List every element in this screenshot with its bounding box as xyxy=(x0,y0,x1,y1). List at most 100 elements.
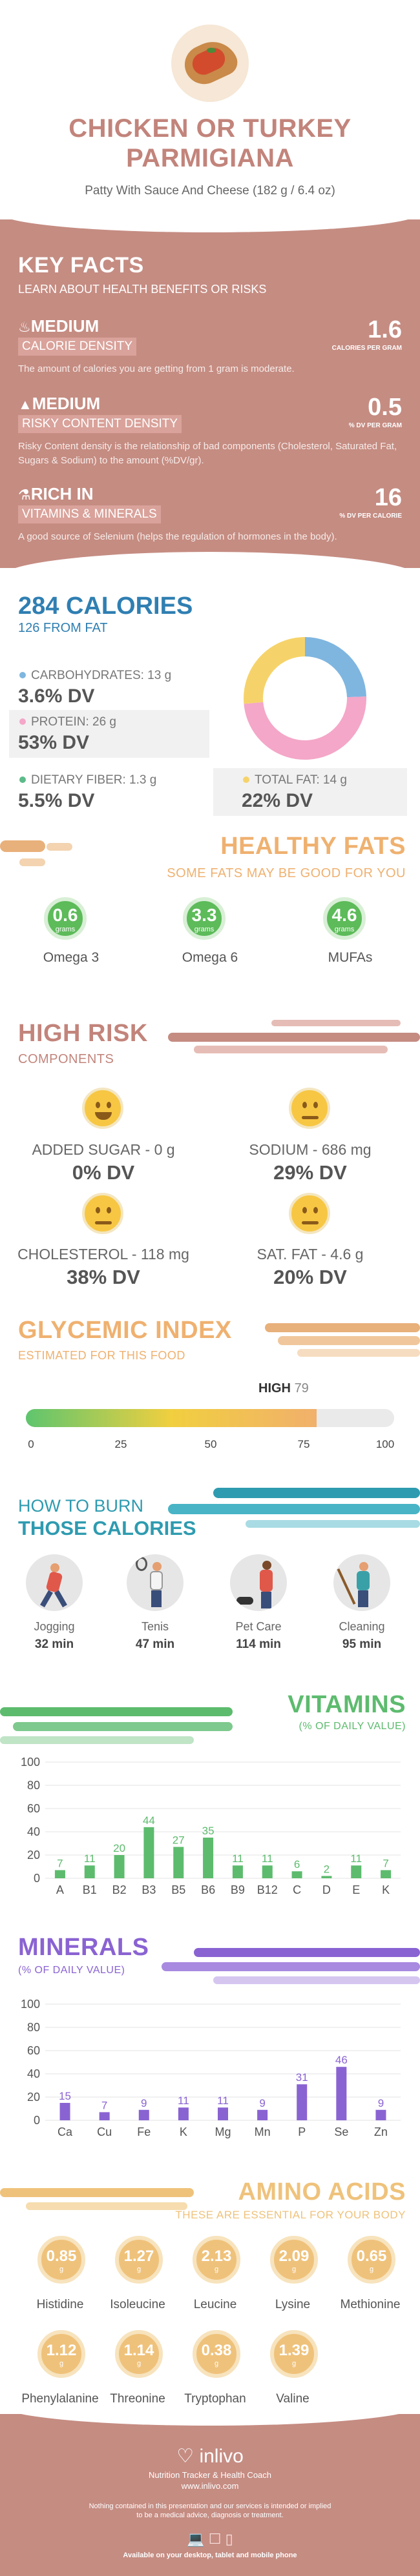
bar xyxy=(297,2084,308,2120)
smiley-icon xyxy=(82,1088,123,1129)
bar xyxy=(59,2103,70,2120)
x-tick-label: B9 xyxy=(231,1883,245,1896)
footer-available: Available on your desktop, tablet and mo… xyxy=(123,2551,297,2559)
flask-icon: ⚗ xyxy=(18,487,31,503)
fact-calorie-density: ♨MEDIUM CALORIE DENSITY 1.6 CALORIES PER… xyxy=(18,316,402,374)
footer-disclaimer: Nothing contained in this presentation a… xyxy=(89,2502,331,2510)
y-tick-label: 0 xyxy=(34,2114,40,2127)
bar xyxy=(84,1865,95,1878)
bar-value-label: 9 xyxy=(259,2097,265,2109)
footer-tagline: Nutrition Tracker & Health Coach xyxy=(148,2470,272,2480)
nutrient-fiber: DIETARY FIBER: 1.3 g 5.5% DV xyxy=(18,773,157,811)
bar xyxy=(381,1870,392,1878)
bar-value-label: 11 xyxy=(232,1852,244,1865)
amino-bubble: 0.38 g xyxy=(193,2330,240,2378)
y-tick-label: 100 xyxy=(21,1998,40,2011)
x-tick-label: B1 xyxy=(83,1883,97,1896)
activity-cleaning: Cleaning 95 min xyxy=(323,1554,401,1652)
bar-value-label: 11 xyxy=(217,2094,229,2107)
x-tick-label: K xyxy=(382,1883,390,1896)
bar-value-label: 11 xyxy=(84,1852,96,1865)
donut-slice-carbs xyxy=(304,637,366,698)
warning-icon: ▲ xyxy=(18,396,32,412)
fat-label-mufas: MUFAs xyxy=(328,950,373,965)
glycemic-title: GLYCEMIC INDEX xyxy=(18,1317,232,1344)
amino-label: Leucine xyxy=(193,2298,237,2311)
amino-bubble: 2.09 g xyxy=(270,2236,318,2284)
bar xyxy=(351,1865,362,1878)
amino-label: Threonine xyxy=(110,2392,165,2406)
vitamins-title: VITAMINS xyxy=(288,1691,406,1718)
donut-slice-fat xyxy=(244,637,306,704)
bar-value-label: 46 xyxy=(335,2054,348,2066)
bar xyxy=(143,1827,154,1878)
amino-label: Lysine xyxy=(275,2298,311,2311)
bar-value-label: 11 xyxy=(262,1852,273,1865)
activity-pet-care: Pet Care 114 min xyxy=(220,1554,297,1652)
minerals-bar-chart: 0 20 40 60 80 100 15 Ca 7 Cu 9 Fe 11 K 11 Mg 9 Mn 31 P 46 Se 9… xyxy=(21,1998,401,2138)
amino-bubble: 1.12 g xyxy=(37,2330,85,2378)
x-tick-label: Mg xyxy=(215,2125,231,2138)
x-tick-label: P xyxy=(298,2125,306,2138)
glycemic-bar xyxy=(26,1409,394,1427)
vitamins-subtitle: (% OF DAILY VALUE) xyxy=(299,1721,406,1732)
amino-label: Valine xyxy=(276,2392,310,2406)
bar-value-label: 6 xyxy=(294,1858,300,1871)
risk-sat-fat: SAT. FAT - 4.6 g 20% DV xyxy=(257,1246,364,1288)
bar xyxy=(232,1865,243,1878)
minerals-subtitle: (% OF DAILY VALUE) xyxy=(18,1965,125,1976)
y-tick-label: 80 xyxy=(27,1779,40,1792)
bar xyxy=(114,1855,125,1878)
risk-added-sugar: ADDED SUGAR - 0 g 0% DV xyxy=(32,1141,175,1184)
burn-title-2: THOSE CALORIES xyxy=(18,1517,196,1539)
bar xyxy=(99,2112,110,2120)
food-image xyxy=(171,25,249,102)
heart-icon: ♡ xyxy=(176,2446,194,2467)
x-tick-label: K xyxy=(180,2125,187,2138)
footer-url[interactable]: www.inlivo.com xyxy=(181,2481,239,2491)
healthy-fats-title: HEALTHY FATS xyxy=(220,833,406,860)
glycemic-tick: 75 xyxy=(297,1438,310,1450)
bar-value-label: 7 xyxy=(57,1857,63,1869)
bar-value-label: 7 xyxy=(383,1857,388,1869)
y-tick-label: 20 xyxy=(27,1849,40,1861)
x-tick-label: D xyxy=(322,1883,331,1896)
dog-walking-icon xyxy=(230,1554,287,1611)
bar xyxy=(173,1847,184,1878)
bar-value-label: 44 xyxy=(143,1814,155,1827)
bar-value-label: 27 xyxy=(173,1834,185,1846)
amino-label: Tryptophan xyxy=(184,2392,246,2406)
bar xyxy=(291,1871,302,1878)
x-tick-label: Mn xyxy=(255,2125,271,2138)
x-tick-label: B2 xyxy=(112,1883,127,1896)
fact-vitamins-minerals: ⚗RICH IN VITAMINS & MINERALS 16 % DV PER… xyxy=(18,484,402,542)
amino-bubble: 0.85 g xyxy=(37,2236,85,2284)
runner-icon xyxy=(26,1554,83,1611)
glycemic-tick: 50 xyxy=(204,1438,217,1450)
y-tick-label: 80 xyxy=(27,2021,40,2034)
amino-title: AMINO ACIDS xyxy=(238,2178,406,2206)
title-line-2: PARMIGIANA xyxy=(126,144,294,172)
title-line-1: CHICKEN OR TURKEY xyxy=(68,114,352,143)
bar-value-label: 31 xyxy=(296,2071,308,2084)
y-tick-label: 60 xyxy=(27,2044,40,2057)
bar xyxy=(336,2067,347,2120)
amino-bubble: 0.65 g xyxy=(348,2236,395,2284)
x-tick-label: B5 xyxy=(171,1883,185,1896)
amino-label: Isoleucine xyxy=(110,2298,165,2311)
y-tick-label: 60 xyxy=(27,1802,40,1815)
fat-label-omega6: Omega 6 xyxy=(182,950,238,965)
activity-tennis: Tenis 47 min xyxy=(116,1554,194,1652)
amino-bubble: 1.27 g xyxy=(115,2236,163,2284)
x-tick-label: B6 xyxy=(201,1883,215,1896)
x-tick-label: B12 xyxy=(257,1883,278,1896)
minerals-title: MINERALS xyxy=(18,1934,149,1961)
activity-jogging: Jogging 32 min xyxy=(16,1554,93,1652)
x-tick-label: Se xyxy=(334,2125,348,2138)
risk-cholesterol: CHOLESTEROL - 118 mg 38% DV xyxy=(17,1246,189,1288)
bar-value-label: 11 xyxy=(350,1852,362,1865)
high-risk-subtitle: COMPONENTS xyxy=(18,1052,114,1066)
high-risk-title: HIGH RISK xyxy=(18,1020,148,1047)
glycemic-tick: 0 xyxy=(28,1438,34,1450)
x-tick-label: B3 xyxy=(142,1883,156,1896)
